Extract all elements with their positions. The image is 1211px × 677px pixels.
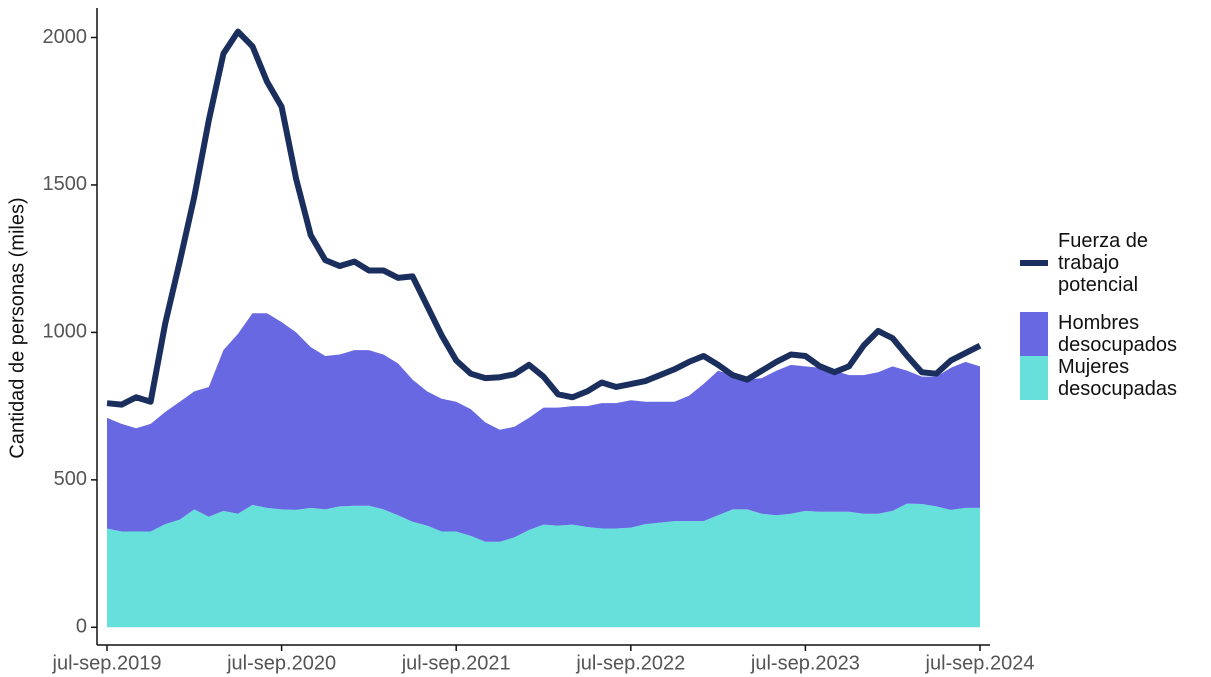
legend-item: Mujeres desocupadas — [1020, 356, 1210, 400]
legend-label: Hombres desocupados — [1058, 312, 1177, 356]
y-tick-label: 500 — [54, 468, 87, 490]
x-tick-label: jul-sep.2022 — [575, 652, 685, 674]
legend-label: Fuerza de trabajo potencial — [1058, 230, 1149, 296]
x-tick-label: jul-sep.2024 — [925, 652, 1035, 674]
y-tick-label: 0 — [76, 616, 87, 638]
legend-key — [1020, 356, 1048, 400]
line — [106, 28, 982, 408]
legend-key — [1020, 260, 1048, 266]
y-tick-label: 1000 — [43, 321, 88, 343]
legend: Fuerza de trabajo potencial Hombres desoc… — [1020, 230, 1210, 416]
x-tick-label: jul-sep.2020 — [226, 652, 336, 674]
legend-key — [1020, 312, 1048, 356]
area — [107, 313, 980, 542]
y-tick-label: 1500 — [43, 173, 88, 195]
legend-item: Fuerza de trabajo potencial — [1020, 230, 1210, 296]
legend-item: Hombres desocupados — [1020, 312, 1210, 356]
x-tick-label: jul-sep.2023 — [750, 652, 860, 674]
legend-label: Mujeres desocupadas — [1058, 356, 1177, 400]
y-axis-label: Cantidad de personas (miles) — [6, 197, 28, 458]
area — [107, 503, 980, 628]
x-tick-label: jul-sep.2019 — [52, 652, 162, 674]
x-tick-label: jul-sep.2021 — [401, 652, 511, 674]
y-tick-label: 2000 — [43, 26, 88, 48]
